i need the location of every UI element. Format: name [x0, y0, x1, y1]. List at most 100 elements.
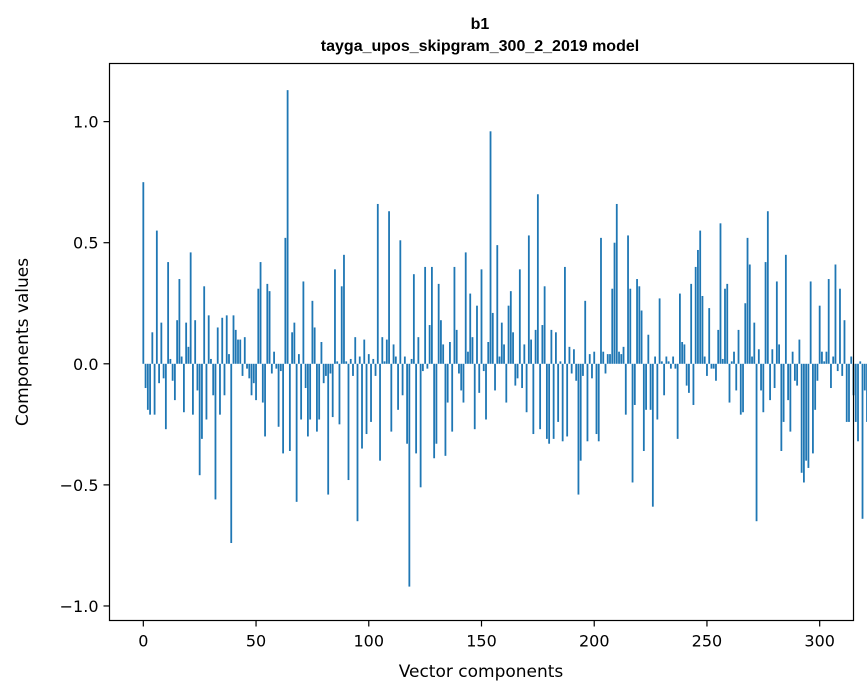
bar [266, 283, 269, 364]
y-tick-label: −1.0 [60, 597, 99, 616]
bar [812, 363, 814, 454]
bar [685, 363, 688, 386]
bar [541, 325, 544, 364]
bar [187, 346, 190, 364]
bar [325, 363, 327, 376]
bar [214, 363, 217, 500]
bar [645, 363, 647, 410]
bar [421, 363, 424, 372]
bar [352, 363, 354, 376]
bar [854, 363, 857, 422]
bar [455, 329, 458, 364]
bar [778, 344, 780, 364]
x-tick-label: 50 [246, 632, 266, 651]
bar [397, 363, 399, 410]
bar [784, 254, 787, 364]
bar [642, 363, 645, 451]
bar [297, 354, 300, 364]
bar [322, 363, 325, 384]
bar [248, 363, 251, 379]
bar [309, 363, 312, 420]
bar [243, 337, 246, 364]
bar [496, 245, 499, 364]
bar [178, 279, 181, 364]
bar [264, 363, 266, 437]
bar [282, 363, 284, 454]
bar [300, 363, 303, 420]
bar [514, 363, 517, 386]
bar [775, 281, 778, 364]
bar [721, 358, 724, 364]
chart-subtitle: tayga_upos_skipgram_300_2_2019 model [321, 38, 639, 55]
bar [440, 320, 442, 364]
bar [676, 363, 679, 439]
bar [807, 363, 810, 468]
bar [361, 363, 363, 449]
plot-frame [108, 62, 855, 622]
bar [753, 322, 756, 364]
bar [848, 363, 850, 422]
bar [167, 262, 170, 364]
bar [345, 361, 348, 364]
bar [674, 363, 677, 369]
bar [491, 312, 494, 364]
bar [232, 315, 235, 364]
bar [647, 334, 650, 364]
bar [453, 266, 456, 364]
bar [762, 363, 765, 413]
bar [293, 322, 296, 364]
x-axis-ticks: 0 50 100 150 200 250 300 [138, 620, 835, 651]
bar [449, 342, 451, 364]
bar [458, 363, 460, 374]
bar [307, 363, 309, 437]
bar [424, 266, 427, 364]
bar [597, 363, 600, 442]
bar [376, 203, 379, 364]
bar [600, 237, 602, 364]
bar [313, 327, 316, 364]
bar [471, 337, 474, 364]
bar [336, 361, 339, 364]
bar [295, 363, 298, 502]
bar [803, 363, 805, 483]
bar [223, 363, 226, 396]
bar [383, 361, 386, 364]
bar [160, 322, 163, 364]
bar [329, 363, 332, 374]
bar [482, 363, 485, 372]
bar [706, 363, 708, 376]
bar [189, 252, 192, 364]
bar [782, 363, 785, 422]
bar [507, 305, 510, 364]
bar [615, 203, 618, 364]
bar [658, 298, 661, 364]
bar [173, 363, 176, 401]
bar [841, 363, 844, 376]
bar [225, 315, 228, 364]
bar [518, 269, 521, 364]
bar [153, 363, 156, 415]
bar [582, 363, 584, 376]
bar [564, 266, 566, 364]
bar [575, 363, 578, 381]
bar [566, 363, 569, 437]
bar [733, 351, 735, 364]
bar [793, 363, 796, 381]
bar [498, 356, 501, 364]
bar [724, 288, 726, 364]
bar [273, 351, 275, 364]
bar [726, 283, 729, 364]
bar [744, 303, 747, 364]
bar [250, 363, 253, 396]
bar [859, 361, 862, 364]
bar [176, 320, 179, 364]
bar [268, 291, 271, 364]
bar [545, 363, 548, 439]
bar [536, 194, 539, 364]
bar [766, 211, 769, 364]
bar [392, 344, 395, 364]
bar [435, 363, 438, 444]
bar [379, 363, 381, 461]
bar [183, 363, 185, 413]
bar [834, 264, 837, 364]
